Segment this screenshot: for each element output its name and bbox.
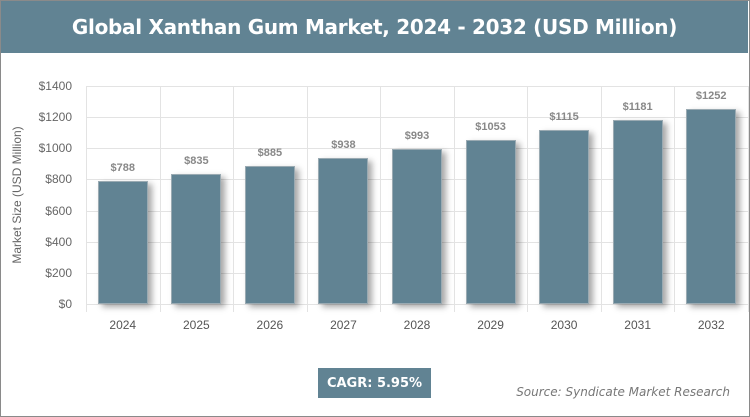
- bar-2025[interactable]: [171, 173, 222, 304]
- gridline-vertical: [306, 86, 308, 312]
- y-tick-label: $1200: [38, 110, 72, 125]
- bar-value-label: $835: [184, 154, 209, 167]
- gridline-vertical: [674, 86, 676, 312]
- bar-value-label: $1252: [695, 90, 727, 103]
- x-tick-label: 2030: [550, 318, 578, 332]
- bar-2029[interactable]: [465, 140, 516, 304]
- source-note: Source: Syndicate Market Research: [516, 385, 730, 399]
- gridline-vertical: [453, 86, 455, 312]
- x-tick-label: 2026: [256, 318, 284, 332]
- gridline-horizontal: [86, 148, 748, 150]
- bar-2024[interactable]: [97, 181, 148, 304]
- bar-value-label: $1115: [549, 111, 579, 124]
- bar-value-label: $993: [404, 130, 430, 143]
- y-tick-label: $0: [58, 297, 72, 311]
- y-tick-label: $400: [45, 234, 72, 249]
- bar-2032[interactable]: [686, 109, 737, 304]
- bar-value-label: $1181: [622, 101, 653, 114]
- bar-2027[interactable]: [318, 157, 369, 304]
- gridline-vertical: [527, 86, 529, 312]
- x-tick-label: 2032: [697, 318, 725, 332]
- gridline-vertical: [233, 86, 235, 312]
- x-tick-label: 2028: [403, 318, 431, 332]
- cagr-badge: CAGR: 5.95%: [318, 368, 431, 398]
- y-axis-label: Market Size (USD Million): [10, 126, 24, 264]
- gridline-horizontal: [86, 117, 748, 119]
- x-tick-label: 2025: [182, 318, 210, 332]
- gridline-vertical: [748, 86, 749, 312]
- bar-value-label: $1053: [475, 121, 506, 134]
- bar-2028[interactable]: [392, 149, 442, 304]
- x-tick-label: 2024: [109, 318, 137, 332]
- plot-area: $788 $835 $885 $938 $993 $1053 $1115 $1181 $1252: [86, 86, 749, 312]
- y-tick-label: $1400: [38, 79, 72, 93]
- chart-title: Global Xanthan Gum Market, 2024 - 2032 (…: [1, 1, 748, 53]
- bar-value-label: $788: [110, 162, 136, 175]
- bar-2026[interactable]: [244, 166, 295, 304]
- y-tick-label: $200: [45, 265, 72, 280]
- y-tick-label: $1000: [38, 141, 72, 156]
- gridline-vertical: [159, 86, 161, 312]
- gridline-vertical: [600, 86, 602, 312]
- gridline-horizontal: [86, 304, 748, 305]
- bar-2031[interactable]: [612, 120, 663, 304]
- bar-2030[interactable]: [539, 130, 590, 304]
- x-tick-label: 2029: [477, 318, 504, 332]
- gridline-horizontal: [86, 86, 748, 87]
- y-tick-label: $800: [45, 172, 72, 187]
- gridline-vertical: [86, 86, 87, 312]
- x-tick-label: 2031: [624, 318, 652, 332]
- gridline-vertical: [380, 86, 382, 312]
- y-tick-label: $600: [45, 203, 72, 218]
- bar-value-label: $885: [257, 147, 283, 160]
- x-tick-label: 2027: [330, 318, 357, 332]
- bar-value-label: $938: [331, 138, 356, 151]
